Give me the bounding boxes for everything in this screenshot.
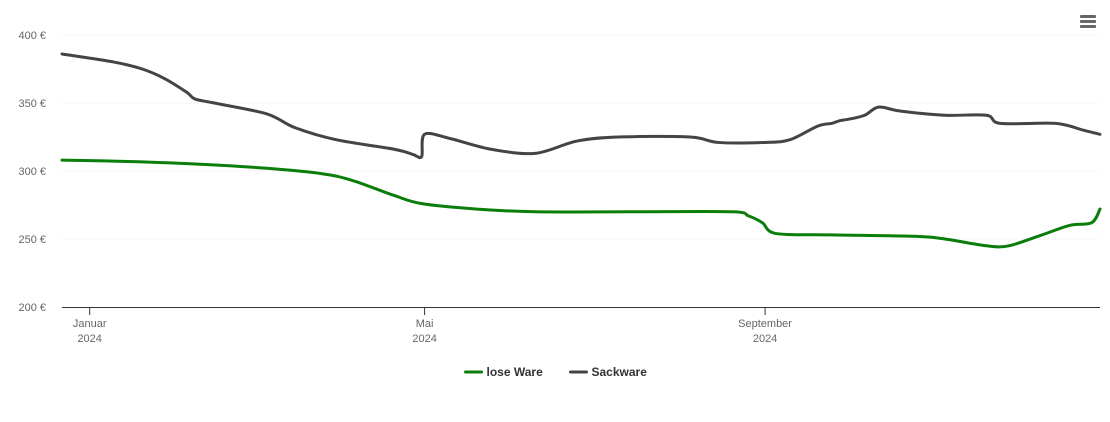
y-tick-label: 250 € [18, 234, 46, 246]
y-tick-label: 300 € [18, 166, 46, 178]
x-tick-label-year: 2024 [753, 333, 777, 345]
legend: lose Ware Sackware [464, 365, 648, 379]
y-tick-label: 400 € [18, 30, 46, 42]
grid-lines [62, 34, 1100, 240]
series-line-0[interactable] [60, 158, 1102, 249]
legend-item-0[interactable]: lose Ware [464, 365, 544, 379]
menu-icon-bar [1080, 15, 1096, 18]
x-tick-label-month: September [738, 318, 792, 330]
y-axis: 200 € 250 € 300 € 350 € 400 € [18, 30, 46, 314]
y-tick-label: 350 € [18, 98, 46, 110]
y-tick-label: 200 € [18, 302, 46, 314]
legend-label: lose Ware [487, 365, 544, 379]
menu-icon-bar [1080, 25, 1096, 28]
x-axis: Januar 2024 Mai 2024 September 2024 [62, 307, 1100, 345]
legend-item-1[interactable]: Sackware [569, 365, 648, 379]
x-tick-label-month: Mai [416, 318, 434, 330]
series-lines [60, 52, 1102, 249]
chart-menu-button[interactable] [1076, 10, 1100, 32]
legend-label: Sackware [592, 365, 648, 379]
x-tick-label-year: 2024 [77, 333, 101, 345]
x-tick-label-year: 2024 [412, 333, 436, 345]
x-tick-label-month: Januar [73, 318, 107, 330]
menu-icon-bar [1080, 20, 1096, 23]
series-line-1[interactable] [60, 52, 1102, 160]
